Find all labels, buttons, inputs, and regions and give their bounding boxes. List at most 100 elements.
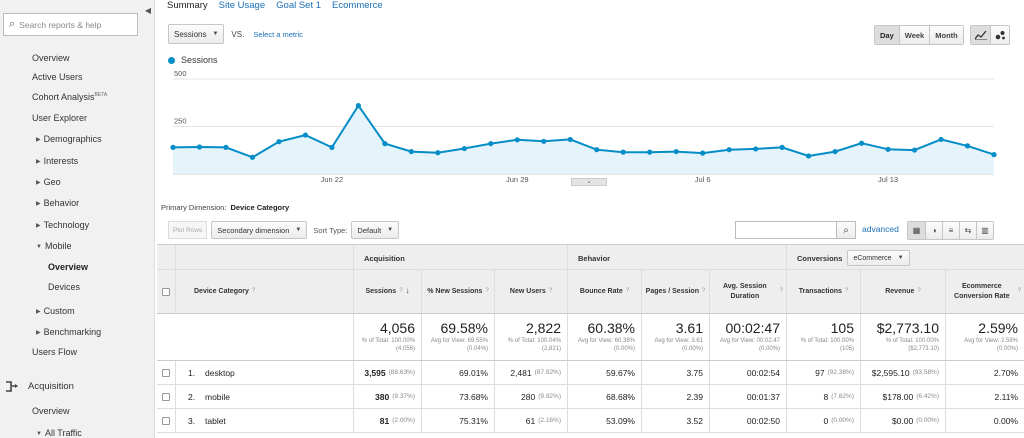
pie-chart-icon[interactable]: ◑ <box>925 222 942 239</box>
conversions-select[interactable]: eCommerce ▼ <box>847 250 910 266</box>
cell-pct: (7.62%) <box>831 393 854 400</box>
col-avg-session-duration[interactable]: Avg. Session Duration? <box>709 270 786 313</box>
sidebar-section-acquisition[interactable]: Acquisition <box>2 376 152 396</box>
sidebar-item-mobile[interactable]: ▼ Mobile <box>36 241 71 251</box>
help-icon[interactable]: ? <box>917 288 921 295</box>
help-icon[interactable]: ? <box>548 288 553 295</box>
table-filter-input[interactable] <box>735 221 838 239</box>
select-all-checkbox[interactable] <box>162 287 170 296</box>
data-table-icon[interactable]: ▦ <box>908 222 925 239</box>
sidebar-item-cohort-analysis[interactable]: Cohort AnalysisBETA <box>32 92 107 102</box>
sidebar-item-active-users[interactable]: Active Users <box>32 72 83 82</box>
sessions-cell: 3,595 (88.63%) <box>353 361 421 384</box>
row-checkbox[interactable] <box>162 392 170 401</box>
data-point <box>726 147 732 153</box>
sidebar-item-interests[interactable]: ▶ Interests <box>36 156 78 166</box>
tab-goal-set-1[interactable]: Goal Set 1 <box>276 0 322 11</box>
col-pages-per-session[interactable]: Pages / Session? <box>641 270 709 313</box>
performance-icon[interactable]: ≡ <box>942 222 959 239</box>
tab-summary[interactable]: Summary <box>167 0 208 11</box>
row-checkbox-cell <box>157 361 175 384</box>
row-checkbox[interactable] <box>162 416 170 425</box>
device-cell: 2. mobile <box>175 385 353 408</box>
chart-resize-handle[interactable]: ⌄ <box>571 178 607 186</box>
select-metric-link[interactable]: Select a metric <box>253 29 303 39</box>
total-value: 3.61 <box>675 320 703 336</box>
search-icon[interactable]: ⌕ <box>836 221 856 239</box>
secondary-dimension-select[interactable]: Secondary dimension ▼ <box>211 221 308 239</box>
sidebar-item-users-flow[interactable]: Users Flow <box>32 347 78 357</box>
tab-ecommerce[interactable]: Ecommerce <box>332 0 383 11</box>
device-link[interactable]: mobile <box>205 391 231 402</box>
col-new-users[interactable]: New Users? <box>494 270 567 313</box>
comparison-icon[interactable]: ⇆ <box>959 222 976 239</box>
metric-select[interactable]: Sessions ▼ <box>168 24 225 44</box>
collapse-sidebar-icon[interactable]: ◀ <box>144 5 152 15</box>
sidebar-item-behavior[interactable]: ▶ Behavior <box>36 198 79 208</box>
sidebar-item-benchmarking[interactable]: ▶ Benchmarking <box>36 327 101 337</box>
primary-dimension-value[interactable]: Device Category <box>230 203 290 212</box>
pivot-icon[interactable]: ▥ <box>976 222 993 239</box>
metric-controls: Sessions ▼ VS. Select a metric <box>168 24 303 44</box>
conversions-select-value: eCommerce <box>853 254 892 262</box>
cell-value: 280 <box>521 391 536 402</box>
table-group-header: Acquisition Behavior Conversions eCommer… <box>157 244 1024 271</box>
col-bounce-rate[interactable]: Bounce Rate? <box>567 270 641 313</box>
help-icon[interactable]: ? <box>701 288 706 295</box>
motion-chart-icon[interactable] <box>990 26 1009 44</box>
cell-value: $178.00 <box>882 391 914 402</box>
month-button[interactable]: Month <box>929 26 963 44</box>
help-icon[interactable]: ? <box>625 288 630 295</box>
cell-value: 2,481 <box>510 367 532 378</box>
row-checkbox[interactable] <box>162 368 170 377</box>
help-icon[interactable]: ? <box>779 288 783 295</box>
data-point <box>620 149 626 155</box>
search-input[interactable]: ⌕ Search reports & help <box>3 13 138 36</box>
line-chart-icon[interactable] <box>971 26 990 44</box>
advanced-filter-link[interactable]: advanced <box>862 224 899 234</box>
cell-value: 97 <box>815 367 825 378</box>
col-revenue[interactable]: Revenue? <box>860 270 945 313</box>
data-point <box>991 152 997 158</box>
sidebar-item-custom[interactable]: ▶ Custom <box>36 306 75 316</box>
help-icon[interactable]: ? <box>251 288 256 295</box>
sidebar-item-overview[interactable]: Overview <box>32 53 70 63</box>
sidebar-item-devices[interactable]: Devices <box>48 282 81 292</box>
total-value: 105 <box>830 320 854 336</box>
sidebar-item-mobile-overview[interactable]: Overview <box>48 262 89 272</box>
col-sessions[interactable]: Sessions? ↓ <box>353 270 421 313</box>
total-value: 60.38% <box>587 320 635 336</box>
day-button[interactable]: Day <box>875 26 899 44</box>
select-all-cell <box>157 270 175 313</box>
plot-rows-button[interactable]: Plot Rows <box>168 221 208 239</box>
ecr-cell: 2.11% <box>945 385 1024 408</box>
cell-pct: (6.42%) <box>916 393 939 400</box>
device-cell: 3. tablet <box>175 409 353 432</box>
data-point <box>223 144 229 150</box>
col-transactions[interactable]: Transactions? <box>786 270 860 313</box>
sidebar-item-geo[interactable]: ▶ Geo <box>36 177 61 187</box>
cell-pct: (0.00%) <box>916 417 939 424</box>
col-device-category[interactable]: Device Category? <box>175 270 353 313</box>
cell-pct: (2.16%) <box>538 417 561 424</box>
col-ecommerce-conversion-rate[interactable]: Ecommerce Conversion Rate? <box>945 270 1024 313</box>
week-button[interactable]: Week <box>898 26 930 44</box>
sort-type-select[interactable]: Default ▼ <box>351 221 400 239</box>
header-spacer <box>157 245 175 271</box>
device-link[interactable]: tablet <box>205 415 226 426</box>
help-icon[interactable]: ? <box>844 288 849 295</box>
data-point <box>170 144 176 150</box>
tab-site-usage[interactable]: Site Usage <box>218 0 266 11</box>
sidebar-item-all-traffic[interactable]: ▼ All Traffic <box>36 428 82 438</box>
help-icon[interactable]: ? <box>1017 288 1021 295</box>
col-new-sessions[interactable]: % New Sessions? <box>421 270 494 313</box>
caret-right-icon: ▶ <box>36 159 41 165</box>
cell-pct: (0.00%) <box>831 417 854 424</box>
help-icon[interactable]: ? <box>485 288 489 295</box>
sidebar-item-demographics[interactable]: ▶ Demographics <box>36 134 102 144</box>
sidebar-item-user-explorer[interactable]: User Explorer <box>32 113 88 123</box>
sidebar-item-technology[interactable]: ▶ Technology <box>36 220 89 230</box>
help-icon[interactable]: ? <box>399 288 403 295</box>
sidebar-item-acquisition-overview[interactable]: Overview <box>32 406 70 416</box>
device-link[interactable]: desktop <box>205 367 235 378</box>
